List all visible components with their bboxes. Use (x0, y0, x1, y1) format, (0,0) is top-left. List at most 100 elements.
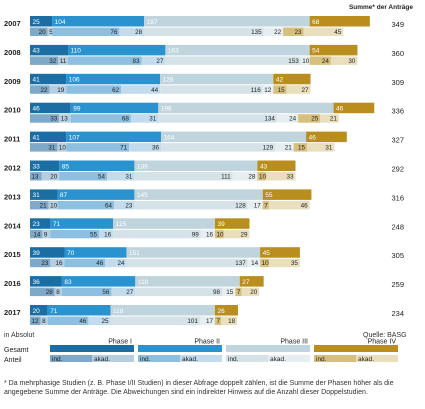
sub-bar-value: 68 (122, 116, 130, 123)
sub-bar-value: 14 (33, 231, 41, 238)
sub-bar (286, 85, 311, 94)
sub-bar-value: 35 (291, 260, 299, 267)
sub-bar-value: 44 (151, 87, 159, 94)
bar-value-phase-3: 118 (113, 308, 124, 315)
sub-bar-value: 12 (32, 318, 40, 325)
year-label: 2012 (4, 164, 21, 173)
sub-bar (30, 143, 58, 152)
sub-bar-value: 13 (32, 174, 40, 181)
sub-bar-value: 25 (102, 318, 110, 325)
legend-swatch-akad (268, 355, 310, 362)
bar-value-phase-3: 118 (138, 279, 149, 286)
bar-value-phase-1: 41 (33, 134, 41, 141)
sub-bar-value: 45 (334, 29, 342, 36)
bar-phase-4 (262, 189, 312, 200)
sub-bar-value: 23 (41, 260, 49, 267)
bar-phase-3 (165, 44, 310, 56)
bar-phase-1 (30, 189, 58, 200)
year-label: 2015 (4, 250, 21, 259)
bar-value-phase-2: 87 (60, 192, 68, 199)
bar-phase-4 (239, 276, 264, 287)
sub-bar (293, 143, 308, 152)
bar-value-phase-2: 83 (64, 279, 72, 286)
bar-phase-4 (260, 247, 300, 258)
sub-bar (160, 143, 276, 152)
sub-bar (200, 229, 215, 239)
bar-phase-1 (30, 305, 48, 316)
legend-label-phase-3: Phase III (280, 339, 308, 346)
legend-label-ind: ind. (140, 356, 151, 363)
legend-label-phase-2: Phase II (194, 339, 220, 346)
sub-bar (30, 200, 49, 210)
sub-bar-value: 24 (322, 58, 330, 65)
bar-value-phase-1: 36 (33, 279, 41, 286)
sub-bar (54, 287, 62, 297)
bar-value-phase-4: 43 (260, 163, 268, 170)
year-label: 2014 (4, 221, 22, 230)
sub-bar-value: 56 (102, 289, 110, 296)
sub-bar (52, 27, 120, 36)
bar-value-phase-3: 139 (137, 163, 148, 170)
bar-value-phase-3: 164 (163, 134, 174, 141)
sub-bar (160, 85, 263, 94)
bar-value-phase-3: 145 (137, 192, 148, 199)
sub-bar (119, 27, 145, 36)
sub-bar (223, 229, 250, 239)
bar-phase-1 (30, 160, 60, 171)
bar-value-phase-3: 115 (116, 221, 127, 228)
bar-phase-3 (113, 218, 215, 229)
sub-bar (66, 85, 122, 94)
bar-value-phase-4: 26 (217, 308, 225, 315)
legend-swatch-akad (180, 355, 222, 362)
bar-value-phase-4: 42 (276, 77, 284, 84)
sub-bar (199, 316, 215, 325)
sub-bar (50, 229, 100, 239)
sub-bar-value: 71 (120, 145, 128, 152)
legend-label-akad: akad. (270, 356, 286, 363)
bar-phase-4 (214, 218, 250, 229)
bar-value-phase-4: 45 (263, 250, 271, 257)
bar-value-phase-4: 39 (217, 221, 225, 228)
legend-swatch-ind (314, 355, 356, 362)
bar-value-phase-2: 106 (69, 77, 80, 84)
bar-value-phase-2: 104 (55, 19, 66, 26)
bar-phase-4 (273, 73, 311, 85)
sub-bar (66, 143, 130, 152)
sub-bar-value: 31 (325, 145, 333, 152)
year-label: 2011 (4, 135, 20, 144)
sub-bar-value: 7 (264, 202, 268, 209)
bar-value-phase-1: 33 (33, 163, 41, 170)
total-label: 327 (391, 136, 404, 145)
sub-bar (129, 143, 161, 152)
sub-bar (30, 56, 59, 65)
sub-bar (57, 143, 67, 152)
sub-bar-value: 20 (250, 289, 258, 296)
sub-bar-value: 9 (44, 231, 48, 238)
bar-phase-2 (61, 276, 136, 287)
sub-bar (61, 287, 112, 297)
bar-phase-2 (50, 218, 114, 229)
bar-value-phase-2: 110 (71, 48, 82, 55)
sub-bar (141, 56, 166, 65)
sub-bar-value: 101 (187, 318, 198, 325)
sub-bar-value: 8 (56, 289, 60, 296)
bar-value-phase-1: 46 (33, 106, 41, 113)
bar-phase-1 (30, 73, 67, 85)
sub-bar (30, 172, 42, 181)
sub-bar-value: 19 (57, 87, 65, 94)
bar-phase-2 (70, 102, 159, 114)
sub-bar (30, 287, 55, 297)
legend-swatch-phase-2 (138, 345, 222, 352)
sub-bar (105, 258, 127, 268)
sub-bar (30, 27, 48, 36)
total-label: 292 (391, 165, 404, 174)
sub-bar-value: 15 (298, 145, 306, 152)
bar-phase-4 (309, 16, 370, 27)
sub-bar-value: 23 (125, 202, 133, 209)
sub-bar-value: 31 (149, 116, 157, 123)
bar-phase-3 (158, 102, 334, 114)
year-label: 2007 (4, 19, 21, 28)
sub-bar-value: 83 (132, 58, 140, 65)
sub-bar-value: 17 (254, 202, 262, 209)
sub-bar (30, 316, 41, 325)
